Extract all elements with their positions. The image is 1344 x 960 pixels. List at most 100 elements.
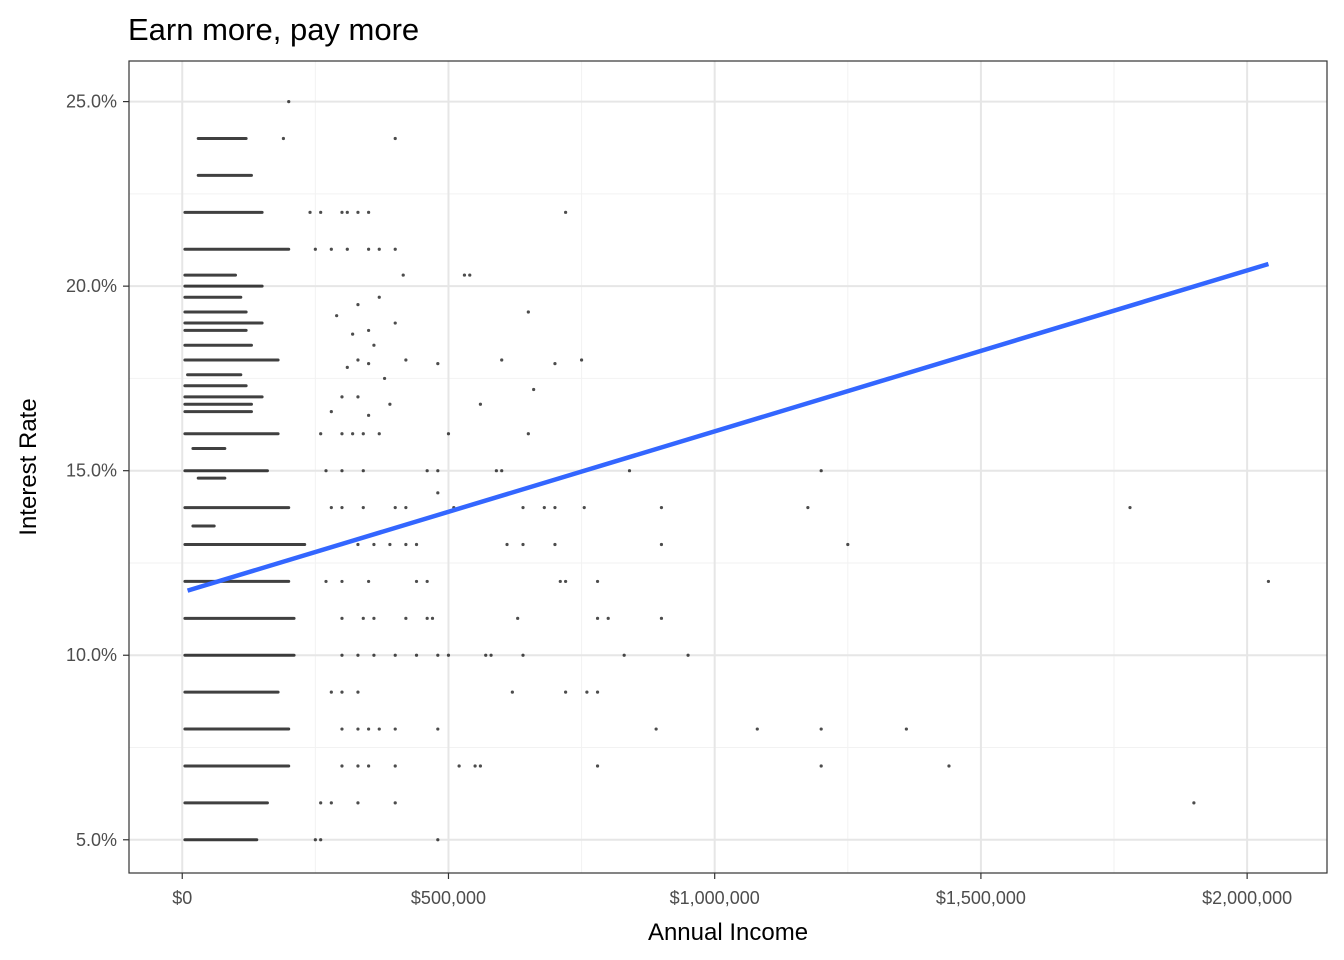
data-point: [582, 506, 586, 510]
data-point: [595, 616, 600, 620]
data-point: [436, 727, 440, 731]
data-point: [329, 801, 333, 805]
data-point: [414, 542, 419, 547]
y-tick-label: 20.0%: [66, 276, 117, 296]
data-point: [819, 764, 823, 768]
data-point: [430, 616, 435, 620]
trend-line: [186, 261, 1270, 593]
data-point: [324, 469, 328, 473]
data-point: [372, 542, 376, 547]
data-point: [356, 303, 360, 307]
data-point: [500, 469, 504, 473]
data-point: [329, 247, 333, 251]
data-point: [393, 321, 397, 325]
data-point: [659, 542, 664, 547]
data-point: [446, 653, 451, 657]
data-point: [819, 469, 823, 473]
data-point: [388, 402, 392, 406]
data-point: [622, 653, 626, 657]
data-point: [436, 838, 440, 842]
data-point: [281, 136, 286, 141]
data-point: [500, 358, 504, 362]
data-point: [356, 801, 360, 805]
data-point: [345, 247, 349, 251]
data-point: [404, 542, 408, 547]
data-point: [345, 210, 349, 214]
data-point: [806, 506, 810, 510]
trend-line-layer: [186, 261, 1270, 593]
x-axis-title: Annual Income: [648, 919, 808, 946]
data-point: [356, 210, 360, 214]
data-point: [553, 506, 557, 510]
data-point: [468, 273, 472, 277]
data-point: [1192, 801, 1196, 805]
data-point: [521, 542, 525, 547]
data-point: [361, 506, 365, 510]
data-point: [340, 506, 344, 510]
data-point: [947, 764, 951, 768]
data-point: [393, 506, 397, 510]
data-point: [340, 616, 344, 620]
data-point: [340, 210, 344, 214]
data-point: [393, 247, 397, 251]
data-point: [367, 247, 371, 251]
data-point: [436, 362, 440, 366]
chart-title: Earn more, pay more: [128, 12, 419, 47]
data-point: [414, 579, 419, 584]
data-point: [526, 432, 530, 436]
data-point: [345, 365, 349, 369]
data-point: [393, 764, 397, 768]
data-point: [313, 247, 317, 251]
data-point: [367, 328, 371, 333]
data-point: [372, 653, 376, 657]
x-tick-label: $1,000,000: [670, 888, 760, 908]
data-point: [329, 506, 333, 510]
data-point: [329, 410, 333, 414]
minor-gridlines: [129, 61, 1327, 873]
data-point: [361, 616, 365, 620]
data-point: [377, 432, 381, 436]
data-point: [564, 690, 568, 694]
y-tick-label: 5.0%: [76, 830, 117, 850]
data-point: [526, 310, 530, 314]
data-point: [356, 358, 360, 362]
data-point: [446, 432, 451, 436]
data-point: [287, 100, 291, 104]
data-point: [542, 506, 546, 510]
data-point: [425, 579, 429, 584]
major-gridlines: [129, 61, 1327, 873]
data-point: [627, 469, 632, 473]
data-point: [404, 358, 408, 362]
data-point: [356, 395, 360, 399]
data-point: [356, 727, 360, 731]
data-point: [585, 690, 589, 694]
data-point: [553, 362, 557, 366]
data-point: [340, 469, 344, 473]
data-point: [654, 727, 658, 731]
data-point: [367, 413, 371, 417]
data-point: [478, 402, 483, 406]
data-point: [367, 210, 371, 214]
data-point: [819, 727, 823, 731]
data-point: [372, 616, 376, 620]
data-point: [340, 432, 344, 436]
data-point: [367, 579, 371, 584]
data-point: [393, 801, 397, 805]
data-point: [558, 579, 562, 584]
data-point: [340, 764, 344, 768]
data-point: [377, 247, 381, 251]
x-tick-label: $2,000,000: [1202, 888, 1292, 908]
data-point: [372, 343, 376, 347]
data-point: [393, 727, 397, 731]
data-point: [478, 764, 483, 768]
data-point: [436, 469, 440, 473]
data-point: [340, 653, 344, 657]
data-point: [393, 653, 397, 657]
data-point: [755, 727, 759, 731]
data-point: [313, 838, 317, 842]
data-points: [183, 100, 1271, 842]
plot-panel-border: [128, 60, 1328, 874]
data-point: [1266, 579, 1271, 584]
data-point: [484, 653, 488, 657]
data-point: [319, 838, 323, 842]
